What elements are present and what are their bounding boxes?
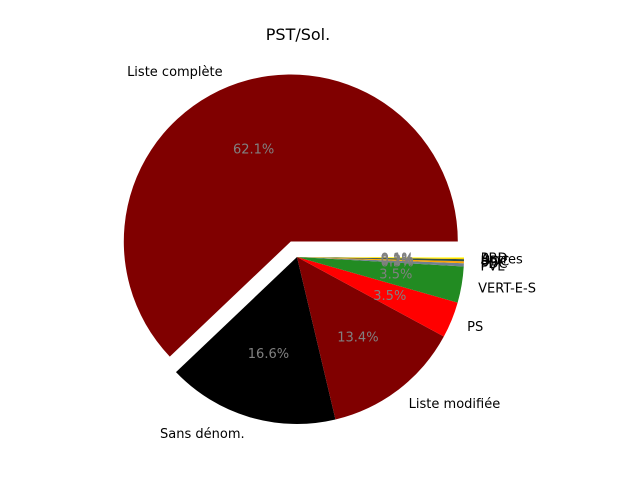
chart-title: PST/Sol. [266, 25, 330, 44]
slice-category-label: UDC [481, 254, 510, 269]
slice-percent-label: 0.2% [381, 253, 414, 268]
slice-percent-label: 3.5% [379, 268, 412, 283]
pie-labels: 62.1% Liste complète 16.6% Sans dénom. 13.4%… [127, 65, 536, 442]
slice-category-label: PBD [481, 252, 508, 267]
pie-slice-2 [297, 257, 444, 420]
slice-percent-label: 0.1% [381, 252, 414, 267]
slice-category-label: Liste modifiée [409, 397, 501, 412]
slice-category-label: Autres [481, 253, 523, 268]
slice-percent-label: 0.3% [381, 256, 414, 271]
slice-percent-label: 62.1% [233, 142, 274, 157]
pie-slices [123, 74, 464, 424]
pie-slice-7 [297, 257, 464, 262]
slice-category-label: PVL [480, 260, 505, 275]
slice-percent-label: 16.6% [248, 347, 289, 362]
pie-slice-3 [297, 257, 458, 337]
pie-slice-8 [297, 257, 464, 260]
slice-percent-label: 0.2% [381, 254, 414, 269]
slice-category-label: PS [467, 320, 483, 335]
slice-percent-label: 13.4% [337, 331, 378, 346]
slice-category-label: VERT-E-S [478, 281, 536, 296]
pie-slice-0 [123, 74, 458, 357]
slice-category-label: Liste complète [127, 65, 223, 80]
slice-category-label: Sans dénom. [160, 427, 245, 442]
slice-category-label: PDC [481, 257, 508, 272]
pie-slice-5 [297, 257, 464, 267]
pie-slice-1 [175, 257, 336, 424]
pie-slice-6 [297, 257, 464, 264]
pie-slice-9 [297, 257, 464, 259]
pie-slice-4 [297, 257, 464, 303]
slice-percent-label: 3.5% [373, 289, 406, 304]
slice-percent-label: 0.1% [381, 251, 414, 266]
